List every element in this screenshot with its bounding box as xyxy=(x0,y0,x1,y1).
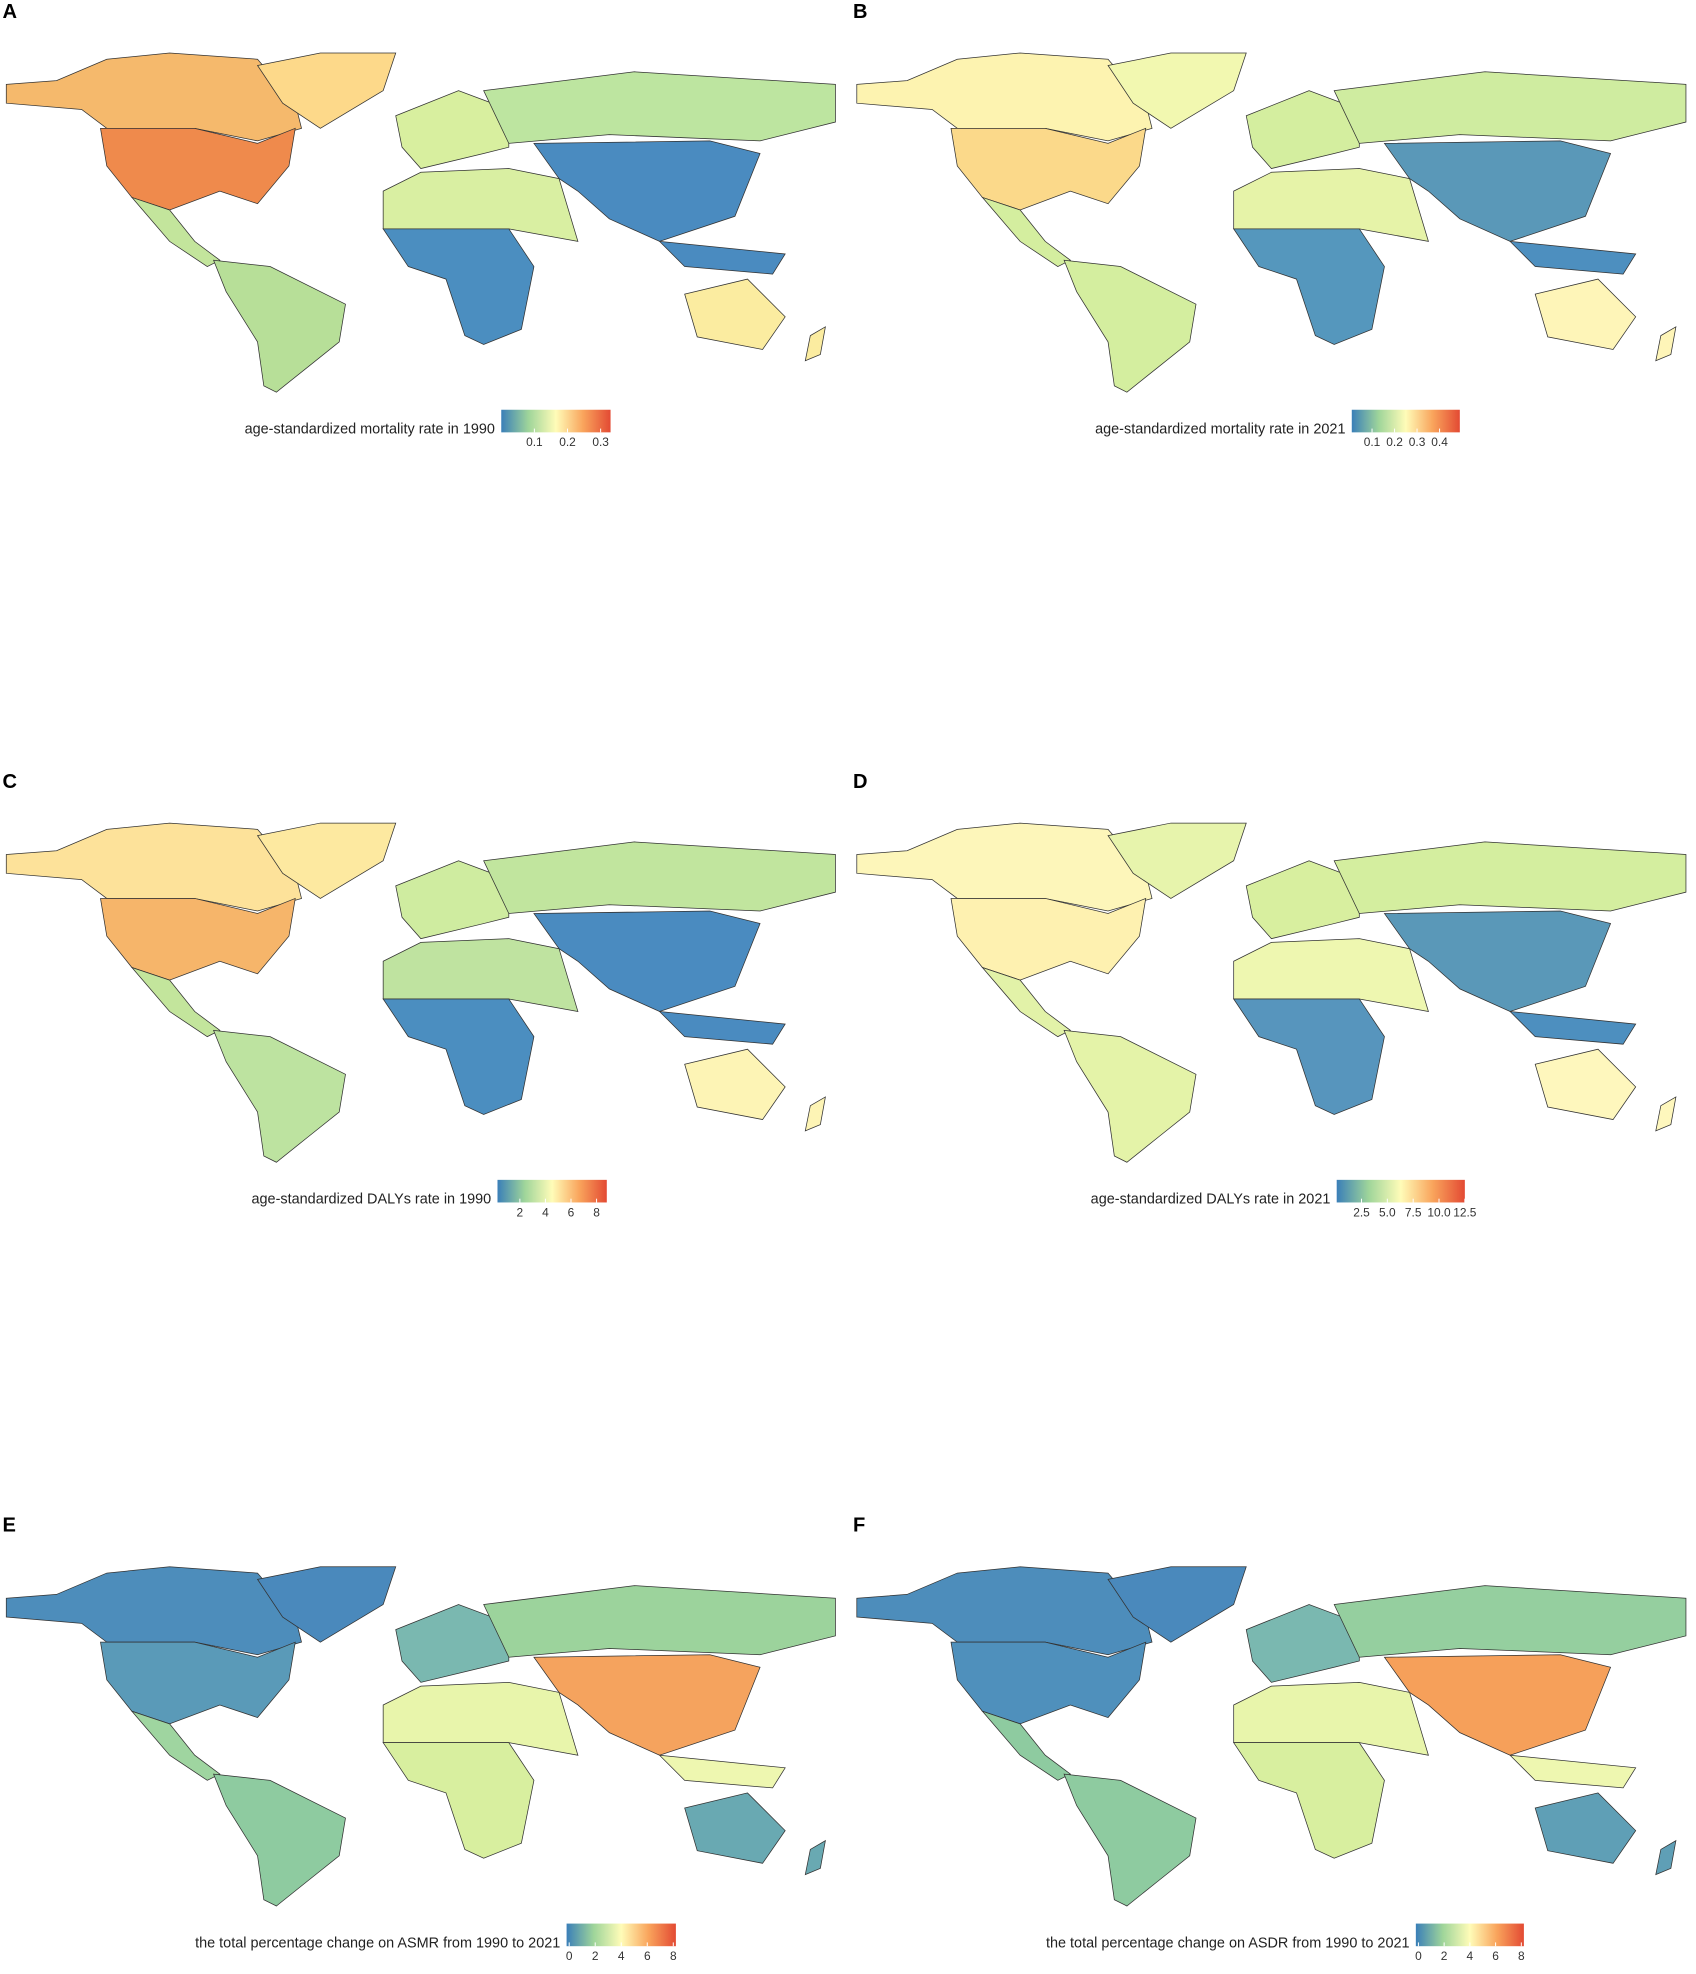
colorbar-tick-label: 4 xyxy=(1467,1949,1474,1963)
panel-label: D xyxy=(853,771,868,793)
colorbar-tick-label: 5.0 xyxy=(1379,1205,1396,1219)
legend-title: the total percentage change on ASDR from… xyxy=(1046,1935,1410,1951)
colorbar-tick-label: 8 xyxy=(670,1949,677,1963)
colorbar-tick-label: 7.5 xyxy=(1405,1205,1422,1219)
legend-title: age-standardized mortality rate in 1990 xyxy=(245,422,495,438)
colorbar-tick-label: 0.4 xyxy=(1431,435,1448,449)
colorbar-tick-label: 2 xyxy=(592,1949,599,1963)
colorbar-tick-label: 0.2 xyxy=(1386,435,1403,449)
colorbar-tick-label: 0.1 xyxy=(526,435,543,449)
world-map xyxy=(5,1566,836,1907)
colorbar xyxy=(501,409,611,433)
panel-label: C xyxy=(3,771,18,793)
legend-title: age-standardized mortality rate in 2021 xyxy=(1095,422,1345,438)
world-map xyxy=(5,822,836,1163)
colorbar-tick-label: 6 xyxy=(568,1205,575,1219)
colorbar-tick-label: 10.0 xyxy=(1427,1205,1451,1219)
world-map xyxy=(5,52,836,393)
legend-title: age-standardized DALYs rate in 1990 xyxy=(251,1192,491,1208)
colorbar xyxy=(566,1923,676,1947)
legend-title: the total percentage change on ASMR from… xyxy=(195,1935,560,1951)
colorbar xyxy=(1336,1179,1465,1203)
world-map xyxy=(856,52,1687,393)
world-map xyxy=(856,822,1687,1163)
colorbar-tick-label: 12.5 xyxy=(1453,1205,1477,1219)
colorbar-tick-label: 0 xyxy=(1415,1949,1422,1963)
panel-label: F xyxy=(853,1515,865,1537)
colorbar-tick-label: 8 xyxy=(593,1205,600,1219)
colorbar-tick-label: 0.2 xyxy=(559,435,576,449)
colorbar-tick-label: 0.3 xyxy=(1409,435,1426,449)
colorbar-tick-label: 0.1 xyxy=(1364,435,1381,449)
colorbar-tick-label: 2.5 xyxy=(1353,1205,1370,1219)
colorbar-tick-label: 4 xyxy=(542,1205,549,1219)
panel-label: B xyxy=(853,1,868,23)
world-map xyxy=(856,1566,1687,1907)
colorbar xyxy=(1415,1923,1524,1947)
legend-title: age-standardized DALYs rate in 2021 xyxy=(1091,1192,1331,1208)
colorbar xyxy=(1351,409,1460,433)
colorbar-tick-label: 4 xyxy=(618,1949,625,1963)
colorbar-tick-label: 0.3 xyxy=(592,435,609,449)
panel-label: E xyxy=(3,1515,16,1537)
colorbar-tick-label: 8 xyxy=(1518,1949,1525,1963)
colorbar-tick-label: 6 xyxy=(644,1949,651,1963)
colorbar-tick-label: 6 xyxy=(1492,1949,1499,1963)
colorbar-tick-label: 0 xyxy=(566,1949,573,1963)
panel-label: A xyxy=(3,1,18,23)
colorbar-tick-label: 2 xyxy=(517,1205,524,1219)
colorbar xyxy=(497,1179,607,1203)
colorbar-tick-label: 2 xyxy=(1441,1949,1448,1963)
